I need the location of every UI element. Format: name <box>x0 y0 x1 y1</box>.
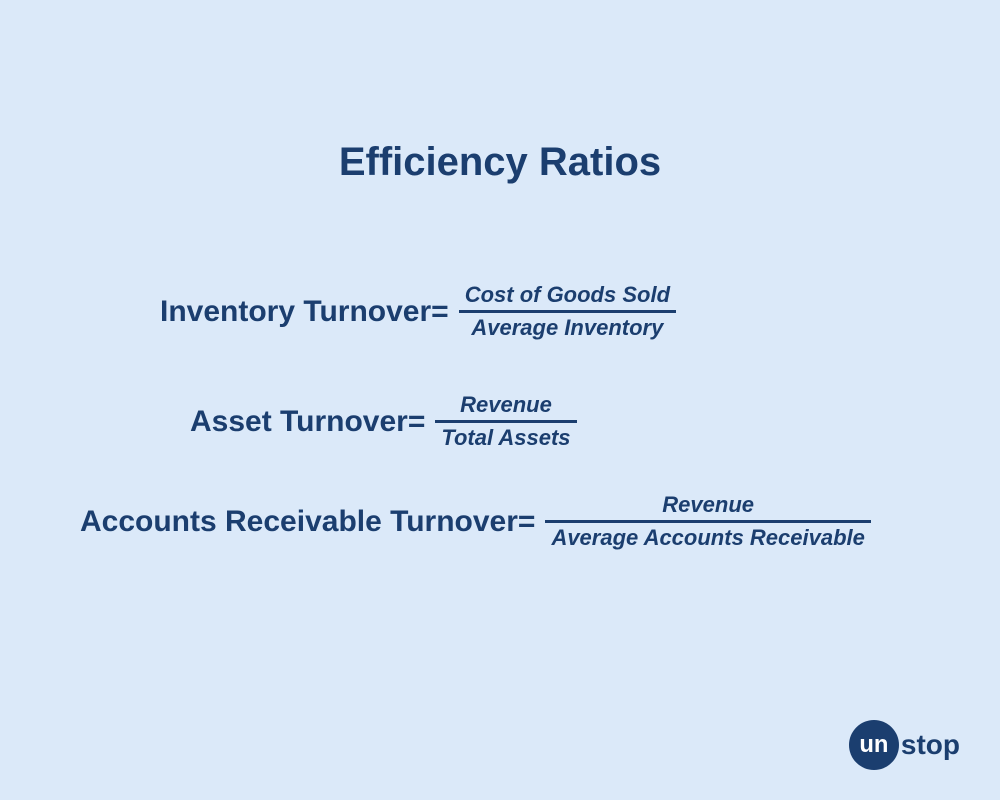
fraction: RevenueAverage Accounts Receivable <box>545 490 870 554</box>
fraction-numerator: Revenue <box>454 390 558 420</box>
fraction-denominator: Total Assets <box>435 423 576 453</box>
fraction: RevenueTotal Assets <box>435 390 576 454</box>
formula-label: Accounts Receivable Turnover= <box>80 505 535 539</box>
brand-logo: un stop <box>849 720 960 770</box>
fraction-numerator: Revenue <box>656 490 760 520</box>
fraction-numerator: Cost of Goods Sold <box>459 280 676 310</box>
fraction-denominator: Average Accounts Receivable <box>545 523 870 553</box>
logo-text: stop <box>901 729 960 761</box>
fraction-denominator: Average Inventory <box>465 313 669 343</box>
fraction: Cost of Goods SoldAverage Inventory <box>459 280 676 344</box>
formula-row: Asset Turnover= RevenueTotal Assets <box>190 390 577 454</box>
formula-row: Inventory Turnover= Cost of Goods SoldAve… <box>160 280 676 344</box>
page-title: Efficiency Ratios <box>339 140 661 185</box>
formula-label: Inventory Turnover= <box>160 295 449 329</box>
formula-label: Asset Turnover= <box>190 405 425 439</box>
formula-row: Accounts Receivable Turnover= RevenueAver… <box>80 490 871 554</box>
logo-circle: un <box>849 720 899 770</box>
